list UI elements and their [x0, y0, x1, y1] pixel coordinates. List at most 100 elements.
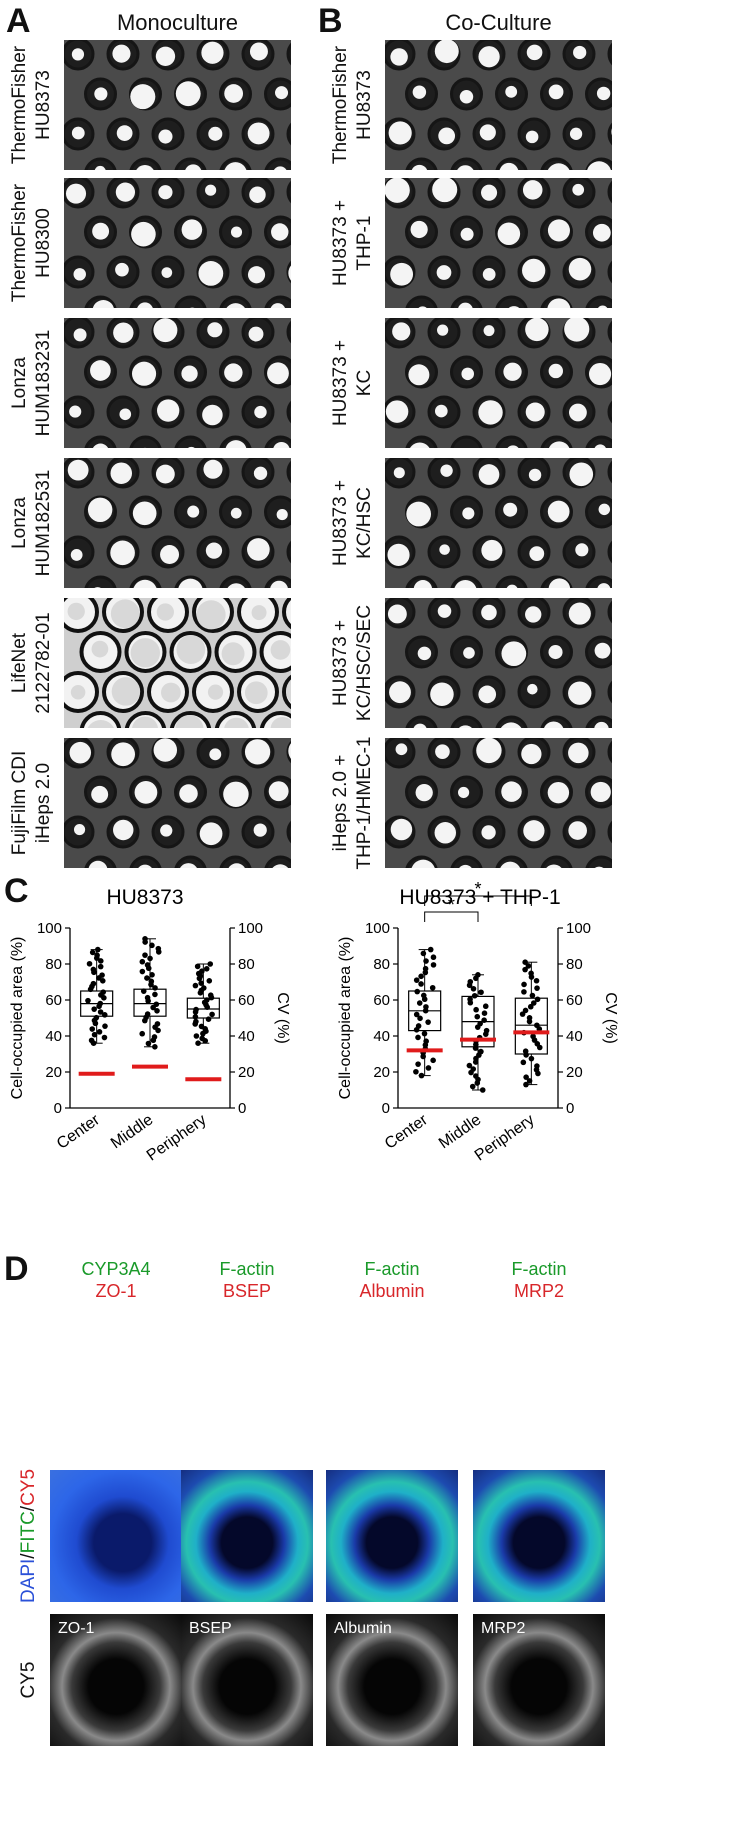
data-point: [144, 994, 151, 1001]
data-point: [525, 963, 532, 969]
y-tick-label-left: 100: [365, 920, 390, 937]
co-micrograph-5: [385, 598, 612, 728]
data-point: [418, 981, 424, 987]
data-point: [154, 1008, 160, 1014]
data-point: [206, 978, 213, 984]
merged-fluorescence-image-2: [181, 1470, 313, 1602]
data-point: [149, 942, 155, 949]
y-tick-label-left: 40: [45, 1028, 62, 1045]
significance-bracket: [424, 911, 479, 922]
mono-row-label-line: ThermoFisher: [9, 45, 30, 165]
panel-c-charts: HU8373 0 0 20 20 40 40 60 60 80 80 100 100 Cell-occup…: [9, 879, 619, 1165]
data-point: [420, 950, 427, 957]
red-stain-label: BSEP: [222, 1281, 272, 1301]
data-point: [481, 1017, 487, 1023]
mono-micrograph-5: [64, 598, 291, 728]
data-point: [413, 1011, 420, 1018]
mono-row-label-5: LifeNet 2122782-01: [3, 588, 61, 738]
y-tick-label-left: 60: [373, 992, 390, 1009]
data-point: [413, 1068, 419, 1075]
data-point: [471, 992, 478, 999]
data-point: [422, 965, 429, 972]
data-point: [140, 988, 147, 994]
panel-label-d: D: [4, 1250, 29, 1288]
y-axis-label: Cell-occupied area (%): [337, 937, 354, 1100]
stain-header-3: F-actin Albumin: [326, 1258, 458, 1302]
box: [133, 988, 167, 1017]
data-point: [522, 1048, 529, 1055]
x-category-label: Periphery: [472, 1111, 538, 1164]
co-row-label-1: ThermoFisher HU8373: [324, 30, 382, 180]
side-label-cy5: CY5: [12, 1614, 46, 1746]
data-point: [533, 977, 540, 984]
data-point: [99, 978, 106, 984]
data-point: [144, 975, 150, 981]
y-tick-label-right: 0: [566, 1100, 574, 1117]
data-point: [415, 1023, 422, 1029]
data-point: [139, 968, 146, 975]
co-micrograph-1: [385, 40, 612, 170]
stain-header-4: F-actin MRP2: [473, 1258, 605, 1302]
data-point: [528, 1055, 535, 1062]
mono-micrograph-2: [64, 178, 291, 308]
data-point: [193, 1006, 199, 1013]
mono-row-label-1: ThermoFisher HU8373: [3, 30, 61, 180]
panel-label-c: C: [4, 872, 29, 910]
y-tick-label-right: 0: [238, 1100, 246, 1117]
data-point: [203, 966, 210, 972]
data-point: [415, 1034, 421, 1041]
cy5-grayscale-image-3: Albumin: [326, 1614, 458, 1746]
data-point: [534, 996, 541, 1003]
data-point: [152, 985, 158, 991]
mono-micrograph-4: [64, 458, 291, 588]
slash-2: /: [18, 1505, 39, 1512]
data-point: [425, 1019, 431, 1025]
panel-label-a: A: [6, 2, 31, 40]
data-point: [97, 963, 104, 970]
stain-header-2: F-actin BSEP: [181, 1258, 313, 1302]
data-point: [523, 1081, 529, 1088]
data-point: [95, 946, 101, 953]
data-point: [96, 1029, 103, 1035]
x-category-label: Periphery: [144, 1111, 210, 1164]
data-point: [139, 958, 146, 965]
data-point: [152, 991, 158, 998]
y-tick-label-right: 60: [566, 992, 583, 1009]
data-point: [97, 1009, 104, 1015]
grayscale-image-label: MRP2: [481, 1620, 526, 1637]
data-point: [142, 952, 148, 958]
co-row-label-line: HU8373: [354, 70, 375, 140]
mono-row-label-line: FujiFilm CDI: [9, 750, 30, 856]
y-tick-label-left: 20: [373, 1064, 390, 1081]
mono-row-label-line: ThermoFisher: [9, 183, 30, 303]
y2-axis-label: CV (%): [602, 992, 619, 1044]
data-point: [478, 989, 484, 996]
data-point: [139, 1030, 146, 1037]
data-point: [89, 1026, 96, 1032]
co-row-label-line: THP-1/HMEC-1: [354, 736, 375, 870]
panel-label-b: B: [318, 2, 343, 40]
data-point: [91, 1006, 97, 1012]
y-tick-label-left: 80: [45, 956, 62, 973]
data-point: [147, 955, 153, 962]
data-point: [417, 1015, 423, 1022]
co-row-label-line: HU8373 +: [330, 479, 351, 567]
co-micrograph-4: [385, 458, 612, 588]
mono-row-label-6: FujiFilm CDI iHeps 2.0: [3, 728, 61, 878]
data-point: [466, 1062, 473, 1069]
data-point: [418, 1072, 425, 1079]
data-point: [473, 1073, 479, 1079]
data-point: [473, 1006, 479, 1013]
data-point: [474, 1013, 481, 1020]
data-point: [204, 997, 210, 1003]
x-category-label: Center: [382, 1111, 432, 1153]
data-point: [199, 1035, 205, 1042]
mono-row-label-2: ThermoFisher HU8300: [3, 168, 61, 318]
data-point: [534, 985, 540, 991]
green-stain-label: F-actin: [511, 1259, 567, 1279]
cy5-label: CY5: [18, 1468, 39, 1506]
data-point: [467, 996, 473, 1003]
data-point: [425, 1065, 432, 1071]
data-point: [192, 982, 199, 989]
data-point: [529, 992, 536, 999]
